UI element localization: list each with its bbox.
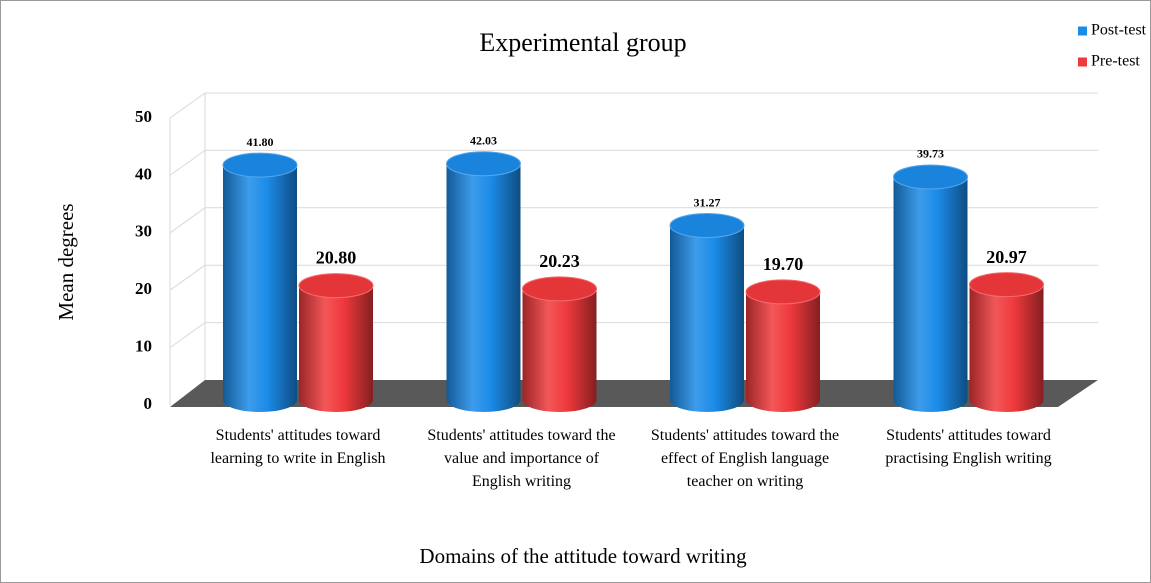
y-tick-label: 50: [135, 107, 152, 126]
bar-top: [446, 151, 521, 177]
y-tick-label: 10: [135, 337, 152, 356]
x-axis-label: Domains of the attitude toward writing: [419, 544, 747, 568]
value-label: 41.80: [247, 135, 274, 149]
bar-body: [299, 285, 373, 412]
bar-body: [670, 225, 744, 412]
bar: [222, 152, 298, 412]
value-label: 20.23: [539, 251, 580, 271]
x-tick-label: Students' attitudes toward the effect of…: [650, 427, 840, 490]
bar: [669, 213, 745, 412]
legend-swatch: [1078, 26, 1087, 36]
bar: [522, 276, 597, 413]
bar-body: [223, 165, 297, 412]
bar-body: [746, 291, 820, 412]
y-tick-label: 40: [135, 164, 152, 183]
legend-swatch: [1078, 57, 1087, 67]
bar-body: [446, 163, 521, 413]
bar-top: [522, 276, 597, 302]
bar: [298, 273, 374, 412]
value-label: 31.27: [694, 195, 721, 209]
bar-body: [893, 176, 968, 413]
value-label: 20.97: [986, 247, 1027, 267]
y-axis-label: Mean degrees: [54, 203, 78, 320]
bar-top: [745, 279, 821, 305]
bar-body: [969, 284, 1044, 413]
floor: [170, 380, 1098, 407]
value-label: 19.70: [763, 254, 804, 274]
y-tick-label: 30: [135, 222, 152, 241]
y-tick-label: 20: [135, 279, 152, 298]
chart-title: Experimental group: [479, 28, 686, 57]
bar-body: [522, 288, 597, 413]
x-tick-label: Students' attitudes toward the value and…: [427, 427, 616, 490]
bar: [745, 279, 821, 412]
value-label: 20.80: [316, 248, 357, 268]
x-tick-label: Students' attitudes toward practising En…: [885, 427, 1052, 467]
bar-top: [969, 272, 1044, 298]
value-label: 42.03: [470, 133, 497, 147]
x-tick-label: Students' attitudes toward learning to w…: [210, 427, 386, 467]
bar-top: [893, 164, 968, 190]
bar: [446, 151, 521, 413]
bar-top: [669, 213, 745, 239]
bar-top: [222, 152, 298, 178]
legend-label: Post-test: [1091, 22, 1147, 39]
value-label: 39.73: [917, 147, 944, 161]
side-grid-line: [169, 264, 206, 291]
side-grid-line: [169, 207, 206, 234]
y-tick-label: 0: [144, 394, 153, 413]
side-grid-line: [169, 92, 206, 119]
side-grid-line: [169, 322, 206, 349]
legend-label: Pre-test: [1091, 53, 1140, 70]
side-grid-line: [169, 149, 206, 176]
bar: [969, 272, 1044, 413]
bar: [893, 164, 968, 413]
bar-top: [298, 273, 374, 299]
